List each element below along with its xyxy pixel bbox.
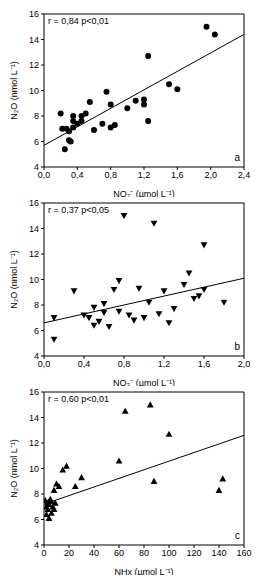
html-text:c: c	[235, 530, 240, 541]
svg-text:2,0: 2,0	[204, 170, 217, 180]
svg-text:2,0: 2,0	[238, 359, 251, 369]
svg-text:16: 16	[29, 9, 39, 19]
svg-text:40: 40	[89, 548, 99, 558]
svg-text:4: 4	[34, 162, 39, 172]
svg-text:20: 20	[64, 548, 74, 558]
svg-text:0,0: 0,0	[38, 170, 51, 180]
svg-text:6: 6	[34, 515, 39, 525]
svg-text:8: 8	[34, 300, 39, 310]
svg-text:12: 12	[29, 60, 39, 70]
svg-text:0,8: 0,8	[118, 359, 131, 369]
svg-text:8: 8	[34, 111, 39, 121]
svg-text:160: 160	[236, 548, 251, 558]
html-text:r = 0,84 p<0,01: r = 0,84 p<0,01	[48, 16, 110, 26]
svg-text:14: 14	[29, 413, 39, 423]
svg-text:1,6: 1,6	[171, 170, 184, 180]
svg-text:120: 120	[186, 548, 201, 558]
html-text:a: a	[234, 152, 240, 163]
svg-text:140: 140	[211, 548, 226, 558]
svg-text:NO₃⁻ (µmol L⁻¹): NO₃⁻ (µmol L⁻¹)	[113, 378, 175, 386]
svg-text:8: 8	[34, 489, 39, 499]
svg-text:N₂O (nmol L⁻¹): N₂O (nmol L⁻¹)	[9, 61, 19, 120]
svg-text:0,4: 0,4	[78, 359, 91, 369]
svg-text:4: 4	[34, 351, 39, 361]
svg-text:NO₂⁻ (µmol L⁻¹): NO₂⁻ (µmol L⁻¹)	[113, 189, 175, 197]
svg-text:14: 14	[29, 35, 39, 45]
svg-text:6: 6	[34, 326, 39, 336]
html-text:r = 0,37 p<0,05: r = 0,37 p<0,05	[48, 205, 110, 215]
html-text:b: b	[234, 341, 240, 352]
svg-text:0,8: 0,8	[104, 170, 117, 180]
svg-text:16: 16	[29, 387, 39, 397]
svg-text:80: 80	[139, 548, 149, 558]
svg-text:0,4: 0,4	[71, 170, 84, 180]
svg-text:10: 10	[29, 464, 39, 474]
svg-text:N₂O (nmol L⁻¹): N₂O (nmol L⁻¹)	[9, 439, 19, 498]
html-text:r = 0,60 p<0,01: r = 0,60 p<0,01	[48, 394, 110, 404]
svg-text:12: 12	[29, 249, 39, 259]
svg-text:NHx (µmol L⁻¹): NHx (µmol L⁻¹)	[114, 567, 173, 575]
svg-text:10: 10	[29, 86, 39, 96]
svg-text:0: 0	[41, 548, 46, 558]
svg-text:6: 6	[34, 137, 39, 147]
svg-text:10: 10	[29, 275, 39, 285]
svg-text:1,2: 1,2	[158, 359, 171, 369]
svg-text:100: 100	[161, 548, 176, 558]
svg-text:2,4: 2,4	[238, 170, 251, 180]
svg-text:N₂O (nmol L⁻¹): N₂O (nmol L⁻¹)	[9, 250, 19, 309]
svg-text:16: 16	[29, 198, 39, 208]
svg-text:0,0: 0,0	[38, 359, 51, 369]
svg-text:14: 14	[29, 224, 39, 234]
svg-text:1,2: 1,2	[138, 170, 151, 180]
svg-text:4: 4	[34, 540, 39, 550]
svg-text:12: 12	[29, 438, 39, 448]
svg-text:60: 60	[114, 548, 124, 558]
svg-text:1,6: 1,6	[198, 359, 211, 369]
